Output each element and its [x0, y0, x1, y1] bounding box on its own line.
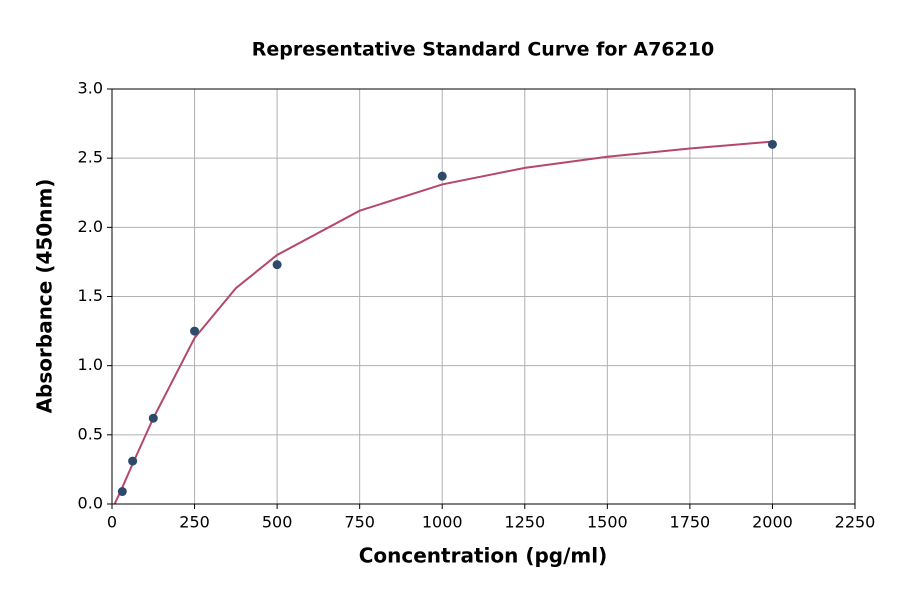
y-tick-label: 2.5	[78, 148, 103, 167]
x-axis-label: Concentration (pg/ml)	[359, 544, 608, 568]
data-point	[190, 326, 200, 336]
x-tick-label: 1000	[422, 513, 463, 532]
data-point	[117, 487, 127, 497]
x-tick-label: 2000	[752, 513, 793, 532]
data-point	[767, 139, 777, 149]
x-tick-label: 2250	[835, 513, 876, 532]
marks	[113, 139, 777, 505]
grid	[111, 88, 856, 505]
x-tick-label: 250	[179, 513, 210, 532]
y-tick-label: 0.0	[78, 494, 103, 513]
y-tick-label: 1.5	[78, 286, 103, 305]
x-tick-label: 750	[344, 513, 375, 532]
fit-curve	[113, 140, 773, 505]
data-point	[437, 171, 447, 181]
x-tick-label: 1250	[504, 513, 545, 532]
data-point	[148, 413, 158, 423]
x-tick-label: 500	[262, 513, 293, 532]
x-tick-label: 1500	[587, 513, 628, 532]
y-axis-label: Absorbance (450nm)	[33, 179, 57, 414]
y-tick-label: 3.0	[78, 79, 103, 98]
data-point	[272, 260, 282, 270]
data-point	[128, 456, 138, 466]
x-tick-label: 0	[107, 513, 117, 532]
chart-title: Representative Standard Curve for A76210	[252, 39, 714, 61]
y-tick-label: 2.0	[78, 217, 103, 236]
y-tick-label: 0.5	[78, 424, 103, 443]
x-tick-label: 1750	[670, 513, 711, 532]
y-tick-label: 1.0	[78, 355, 103, 374]
